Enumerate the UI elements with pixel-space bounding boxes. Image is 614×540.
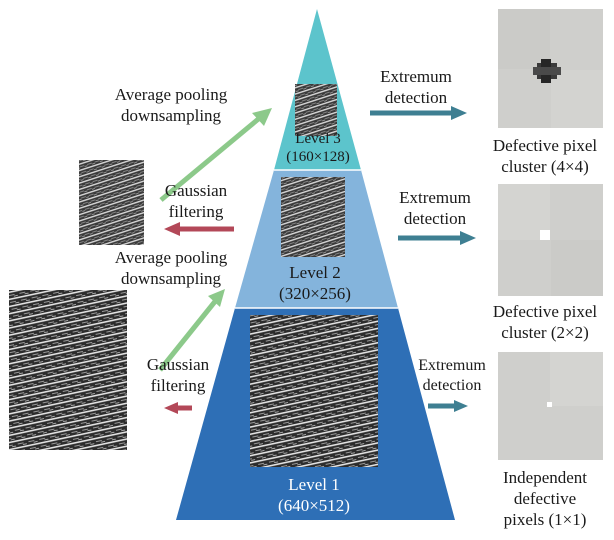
detection-arrow-middle: [398, 231, 476, 245]
detection-arrow-top: [370, 106, 467, 120]
gaussian-filtered-image-small: [79, 160, 144, 245]
level-2-name: Level 2: [289, 263, 341, 282]
gaussian-arrow-bottom: [164, 402, 192, 414]
result-caption-4x4: Defective pixel cluster (4×4): [492, 136, 598, 176]
gaussian-label-bottom: Gaussian filtering: [146, 355, 210, 395]
avg-pooling-label-bottom: Average pooling downsampling: [114, 248, 228, 288]
detection-label-top: Extremum detection: [380, 67, 452, 107]
result-image-4x4: [498, 9, 603, 128]
avg-pooling-arrow-bottom: [158, 289, 225, 372]
level-3-image: [295, 84, 337, 136]
level-2-label: Level 2 (320×256): [255, 262, 375, 304]
avg-pooling-arrow-top: [159, 108, 272, 202]
level-1-name: Level 1: [288, 475, 340, 494]
level-2-image: [281, 177, 345, 257]
result-image-2x2: [498, 184, 603, 296]
result-caption-1x1: Independent defective pixels (1×1): [502, 468, 588, 529]
level-1-size: (640×512): [278, 496, 350, 515]
avg-pooling-label-top: Average pooling downsampling: [114, 85, 228, 125]
gaussian-filtered-image-large: [9, 290, 127, 450]
detection-label-bottom: Extremum detection: [418, 357, 486, 394]
level-3-name: Level 3: [295, 131, 341, 147]
level-3-label: Level 3 (160×128): [272, 130, 364, 166]
gaussian-label-top: Gaussian filtering: [164, 181, 228, 221]
result-caption-2x2: Defective pixel cluster (2×2): [492, 302, 598, 342]
detection-arrow-bottom: [428, 400, 468, 412]
detection-label-middle: Extremum detection: [399, 188, 471, 228]
result-image-1x1: [498, 352, 603, 460]
level-1-image: [250, 315, 378, 467]
level-2-size: (320×256): [279, 284, 351, 303]
level-3-size: (160×128): [286, 149, 350, 165]
level-1-label: Level 1 (640×512): [254, 474, 374, 516]
gaussian-arrow-top: [164, 222, 234, 236]
